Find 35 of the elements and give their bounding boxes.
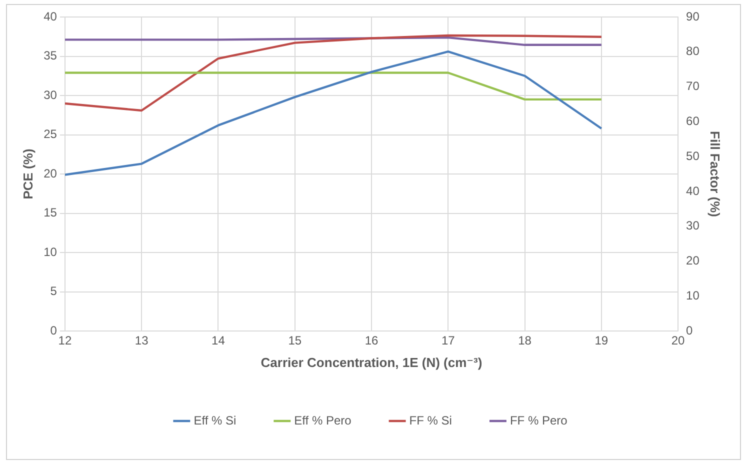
y2-tick-label: 60 (686, 114, 700, 128)
x-tick-label: 17 (441, 334, 456, 348)
x-tick-label: 12 (58, 334, 72, 348)
x-tick-label: 13 (134, 334, 149, 348)
y2-tick-label: 90 (686, 9, 700, 24)
y-tick-label: 30 (44, 88, 58, 102)
x-tick-label: 15 (288, 334, 302, 348)
y2-tick-label: 50 (686, 148, 700, 163)
legend-label: Eff % Pero (294, 413, 352, 428)
x-tick-label: 14 (212, 334, 226, 348)
y-tick-label: 35 (44, 48, 58, 63)
y2-tick-label: 40 (686, 184, 700, 198)
legend-label: FF % Si (409, 413, 452, 428)
x-tick-label: 16 (364, 334, 378, 348)
y2-tick-label: 80 (686, 44, 700, 58)
y-tick-label: 0 (50, 323, 58, 338)
y-tick-label: 20 (44, 166, 58, 180)
y-tick-label: 40 (44, 9, 58, 24)
y-tick-label: 15 (44, 206, 58, 220)
y-tick-label: 25 (44, 127, 58, 142)
y-tick-label: 5 (50, 284, 58, 298)
x-tick-label: 20 (671, 334, 686, 348)
y-axis-title: PCE (%) (20, 148, 36, 200)
y2-tick-label: 30 (686, 218, 700, 233)
y2-tick-label: 0 (686, 323, 694, 338)
legend-label: Eff % Si (194, 413, 236, 428)
legend-label: FF % Pero (510, 413, 568, 428)
y2-tick-label: 70 (686, 79, 700, 94)
x-axis-title: Carrier Concentration, 1E (N) (cm⁻³) (260, 354, 482, 370)
x-tick-label: 18 (518, 334, 532, 348)
x-tick-label: 19 (594, 334, 608, 348)
y2-tick-label: 20 (686, 254, 700, 268)
y2-tick-label: 10 (686, 288, 700, 302)
y2-axis-title: Fill Factor (%) (708, 131, 723, 217)
y-tick-label: 10 (44, 244, 58, 259)
